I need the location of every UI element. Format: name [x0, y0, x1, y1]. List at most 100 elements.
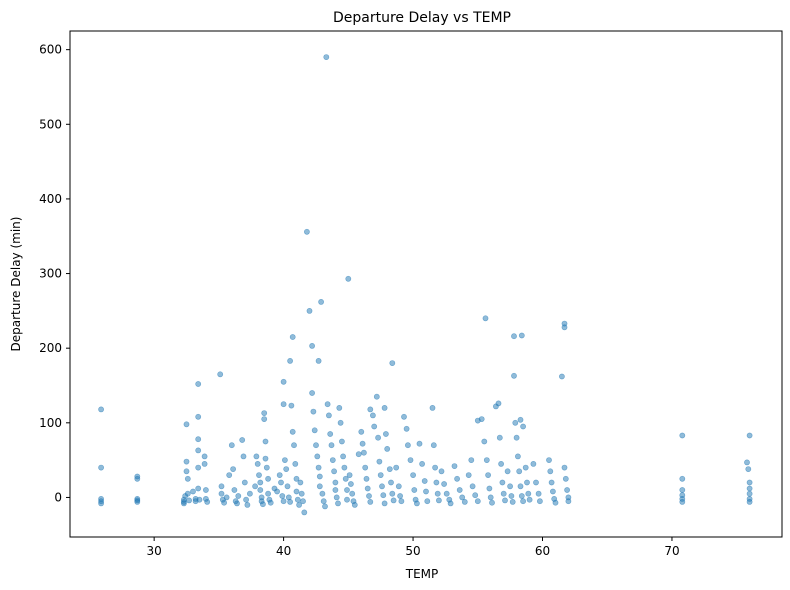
x-tick-label: 70: [664, 544, 679, 558]
scatter-point: [376, 458, 383, 465]
scatter-point: [241, 479, 248, 486]
scatter-point: [381, 404, 388, 411]
scatter-point: [228, 442, 235, 449]
scatter-point: [516, 468, 523, 475]
y-tick-label: 100: [39, 416, 62, 430]
scatter-point: [184, 490, 191, 497]
scatter-point: [410, 472, 416, 478]
scatter-point: [333, 494, 340, 501]
scatter-point: [320, 498, 327, 505]
scatter-point: [257, 479, 264, 486]
y-tick-label: 0: [54, 490, 62, 504]
scatter-point: [517, 483, 524, 490]
scatter-point: [508, 493, 515, 499]
scatter-point: [195, 447, 202, 454]
x-tick-label: 40: [276, 544, 291, 558]
scatter-point: [283, 466, 290, 472]
scatter-point: [293, 475, 300, 482]
scatter-point: [380, 492, 387, 499]
scatter-point: [311, 427, 318, 434]
scatter-point: [347, 481, 354, 487]
scatter-point: [552, 499, 559, 506]
scatter-point: [468, 457, 475, 463]
scatter-point: [745, 466, 752, 472]
scatter-point: [217, 371, 224, 378]
scatter-point: [315, 357, 322, 364]
scatter-point: [226, 472, 233, 478]
scatter-point: [416, 440, 423, 447]
scatter-point: [487, 494, 494, 501]
scatter-point: [456, 487, 463, 493]
y-tick-label: 500: [39, 117, 62, 131]
scatter-point: [318, 298, 324, 305]
scatter-point: [359, 440, 366, 447]
scatter-point: [511, 333, 517, 340]
scatter-point: [388, 479, 394, 486]
scatter-point: [340, 453, 346, 460]
scatter-point: [190, 488, 196, 495]
scatter-point: [263, 464, 270, 471]
scatter-point: [274, 488, 280, 495]
scatter-point: [434, 490, 441, 497]
scatter-point: [679, 432, 686, 439]
scatter-point: [254, 460, 261, 467]
scatter-point: [323, 54, 330, 60]
scatter-point: [746, 498, 753, 505]
scatter-point: [393, 464, 400, 471]
scatter-point: [335, 500, 341, 507]
scatter-point: [559, 373, 565, 380]
scatter-point: [382, 431, 389, 437]
scatter-point: [246, 490, 253, 497]
scatter-point: [679, 475, 686, 482]
scatter-point: [389, 360, 396, 366]
scatter-point: [218, 483, 225, 490]
y-tick-label: 300: [39, 267, 62, 281]
scatter-point: [746, 432, 753, 439]
scatter-point: [518, 493, 525, 499]
scatter-point: [746, 485, 753, 492]
scatter-point: [337, 419, 344, 426]
scatter-point: [522, 464, 529, 471]
scatter-point: [498, 460, 504, 467]
scatter-point: [486, 485, 493, 492]
scatter-point: [443, 490, 450, 497]
scatter-point: [221, 499, 227, 506]
scatter-point: [201, 453, 208, 460]
scatter-point: [744, 459, 750, 466]
scatter-point: [329, 457, 336, 463]
x-tick-label: 60: [535, 544, 550, 558]
scatter-point: [240, 453, 247, 460]
scatter-point: [341, 464, 348, 471]
scatter-point: [512, 419, 519, 426]
scatter-point: [289, 428, 296, 435]
scatter-point: [526, 496, 533, 503]
scatter-point: [239, 437, 246, 443]
scatter-point: [331, 468, 337, 475]
scatter-point: [244, 501, 251, 508]
scatter-point: [262, 438, 269, 445]
scatter-point: [546, 457, 552, 463]
scatter-point: [404, 442, 411, 449]
scatter-point: [183, 468, 190, 475]
scatter-point: [328, 442, 335, 449]
scatter-point: [313, 442, 319, 449]
scatter-point: [367, 498, 374, 505]
scatter-point: [256, 472, 262, 478]
scatter-point: [309, 342, 315, 349]
scatter-point: [262, 455, 269, 462]
scatter-point: [280, 378, 287, 385]
scatter-point: [502, 497, 508, 504]
scatter-point: [342, 475, 349, 482]
scatter-point: [395, 483, 402, 490]
scatter-point: [336, 404, 343, 411]
scatter-point: [278, 479, 284, 486]
scatter-point: [303, 228, 310, 235]
scatter-point: [252, 483, 258, 490]
scatter-point: [324, 401, 331, 408]
scatter-point: [379, 483, 385, 490]
scatter-point: [564, 487, 570, 493]
scatter-point: [398, 498, 405, 505]
y-tick-label: 400: [39, 192, 62, 206]
scatter-point: [183, 421, 190, 428]
